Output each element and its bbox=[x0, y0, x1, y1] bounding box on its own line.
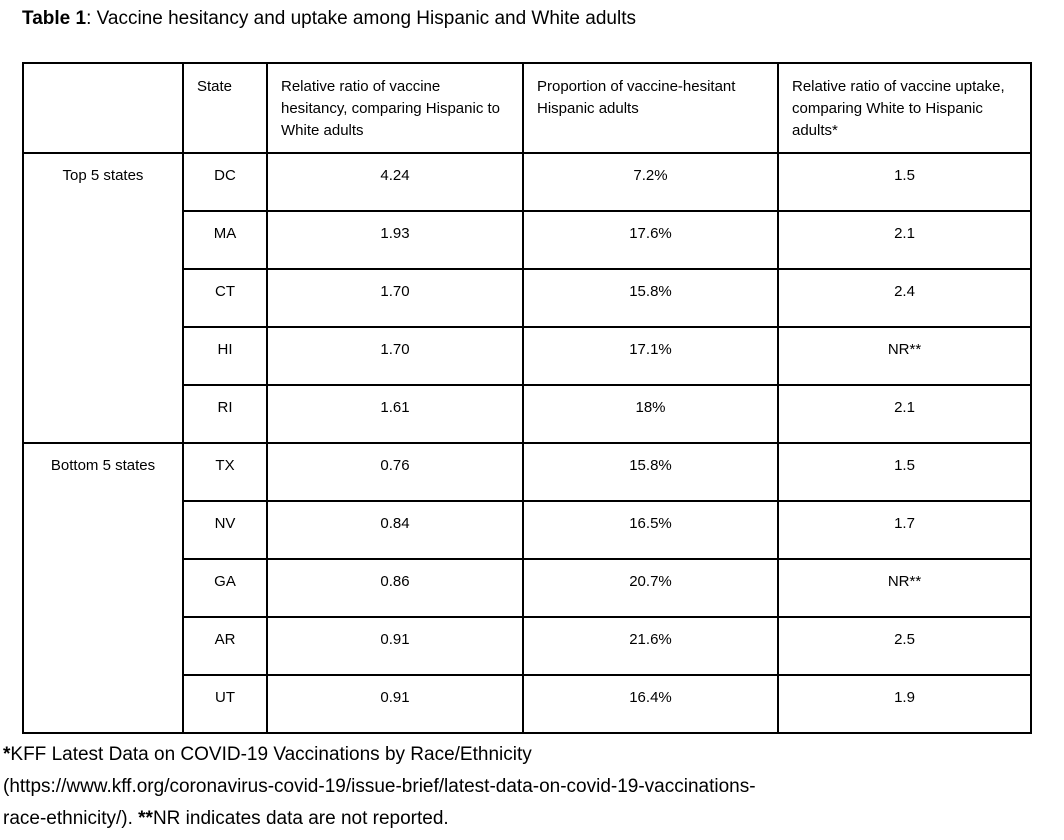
state-cell: AR bbox=[182, 616, 268, 676]
group-label-top5: Top 5 states bbox=[22, 152, 184, 444]
proportion-cell: 18% bbox=[522, 384, 779, 444]
group-label-bottom5: Bottom 5 states bbox=[22, 442, 184, 734]
header-group bbox=[22, 62, 184, 154]
hesitancy-cell: 1.61 bbox=[266, 384, 524, 444]
state-cell: TX bbox=[182, 442, 268, 502]
proportion-cell: 20.7% bbox=[522, 558, 779, 618]
footnote-line-1: *KFF Latest Data on COVID-19 Vaccination… bbox=[3, 739, 1064, 771]
footnotes: *KFF Latest Data on COVID-19 Vaccination… bbox=[3, 739, 1064, 835]
table-row-dc: Top 5 states DC 4.24 7.2% 1.5 bbox=[22, 152, 1032, 444]
header-state: State bbox=[182, 62, 268, 154]
hesitancy-cell: 0.91 bbox=[266, 616, 524, 676]
proportion-cell: 17.1% bbox=[522, 326, 779, 386]
hesitancy-cell: 1.93 bbox=[266, 210, 524, 270]
footnote-source-text: KFF Latest Data on COVID-19 Vaccinations… bbox=[10, 744, 532, 765]
footnote-line-2: (https://www.kff.org/coronavirus-covid-1… bbox=[3, 771, 1064, 803]
table-row-ut: UT 0.91 16.4% 1.9 bbox=[23, 674, 1032, 734]
table-row-ar: AR 0.91 21.6% 2.5 bbox=[23, 616, 1032, 676]
hesitancy-cell: 1.70 bbox=[266, 326, 524, 386]
state-cell: MA bbox=[182, 210, 268, 270]
uptake-cell: 2.1 bbox=[777, 384, 1032, 444]
uptake-cell: 1.5 bbox=[777, 152, 1032, 212]
table-caption: Table 1: Vaccine hesitancy and uptake am… bbox=[22, 6, 1064, 32]
uptake-cell: 1.7 bbox=[777, 500, 1032, 560]
table-caption-text: : Vaccine hesitancy and uptake among His… bbox=[86, 8, 636, 29]
state-cell: DC bbox=[182, 152, 268, 212]
proportion-cell: 16.4% bbox=[522, 674, 779, 734]
state-cell: HI bbox=[182, 326, 268, 386]
proportion-cell: 15.8% bbox=[522, 268, 779, 328]
state-cell: RI bbox=[182, 384, 268, 444]
uptake-cell: 2.5 bbox=[777, 616, 1032, 676]
proportion-cell: 15.8% bbox=[522, 442, 779, 502]
table-row-ri: RI 1.61 18% 2.1 bbox=[23, 384, 1032, 444]
hesitancy-cell: 0.76 bbox=[266, 442, 524, 502]
header-uptake-ratio: Relative ratio of vaccine uptake, compar… bbox=[777, 62, 1032, 154]
header-hesitancy-ratio: Relative ratio of vaccine hesitancy, com… bbox=[266, 62, 524, 154]
state-cell: NV bbox=[182, 500, 268, 560]
footnote-url-end-text: race-ethnicity/). bbox=[3, 808, 139, 829]
hesitancy-cell: 0.84 bbox=[266, 500, 524, 560]
table-row-ct: CT 1.70 15.8% 2.4 bbox=[23, 268, 1032, 328]
table-row-tx: Bottom 5 states TX 0.76 15.8% 1.5 bbox=[22, 442, 1032, 734]
proportion-cell: 17.6% bbox=[522, 210, 779, 270]
proportion-cell: 16.5% bbox=[522, 500, 779, 560]
uptake-cell: 1.5 bbox=[777, 442, 1032, 502]
footnote-marker-double: ** bbox=[138, 808, 153, 829]
uptake-cell: 2.1 bbox=[777, 210, 1032, 270]
hesitancy-cell: 4.24 bbox=[266, 152, 524, 212]
footnote-marker-single: * bbox=[3, 744, 11, 765]
uptake-cell: NR** bbox=[777, 326, 1032, 386]
header-hesitant-proportion: Proportion of vaccine-hesitant Hispanic … bbox=[522, 62, 779, 154]
uptake-cell: 1.9 bbox=[777, 674, 1032, 734]
footnote-url-text: (https://www.kff.org/coronavirus-covid-1… bbox=[3, 776, 756, 797]
header-row: State Relative ratio of vaccine hesitanc… bbox=[22, 62, 1032, 154]
table-row-ma: MA 1.93 17.6% 2.1 bbox=[23, 210, 1032, 270]
proportion-cell: 7.2% bbox=[522, 152, 779, 212]
table-row-ga: GA 0.86 20.7% NR** bbox=[23, 558, 1032, 618]
hesitancy-cell: 1.70 bbox=[266, 268, 524, 328]
uptake-cell: NR** bbox=[777, 558, 1032, 618]
table-row-hi: HI 1.70 17.1% NR** bbox=[23, 326, 1032, 386]
proportion-cell: 21.6% bbox=[522, 616, 779, 676]
footnote-nr-text: NR indicates data are not reported. bbox=[152, 808, 449, 829]
hesitancy-cell: 0.91 bbox=[266, 674, 524, 734]
uptake-cell: 2.4 bbox=[777, 268, 1032, 328]
vaccine-hesitancy-table: State Relative ratio of vaccine hesitanc… bbox=[22, 62, 1032, 734]
state-cell: UT bbox=[182, 674, 268, 734]
table-row-nv: NV 0.84 16.5% 1.7 bbox=[23, 500, 1032, 560]
hesitancy-cell: 0.86 bbox=[266, 558, 524, 618]
state-cell: CT bbox=[182, 268, 268, 328]
footnote-line-3: race-ethnicity/). **NR indicates data ar… bbox=[3, 803, 1064, 835]
table-caption-label: Table 1 bbox=[22, 8, 87, 29]
state-cell: GA bbox=[182, 558, 268, 618]
